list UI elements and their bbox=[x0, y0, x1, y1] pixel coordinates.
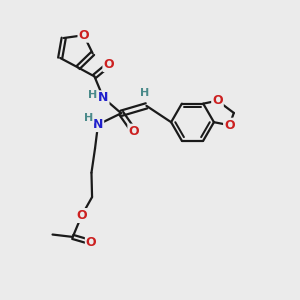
Text: N: N bbox=[93, 118, 103, 131]
Text: H: H bbox=[88, 90, 98, 100]
Text: O: O bbox=[86, 236, 97, 249]
Text: O: O bbox=[128, 124, 139, 138]
Text: O: O bbox=[79, 29, 89, 42]
Text: H: H bbox=[85, 113, 94, 123]
Text: H: H bbox=[140, 88, 150, 98]
Text: O: O bbox=[103, 58, 114, 71]
Text: O: O bbox=[76, 209, 87, 222]
Text: O: O bbox=[212, 94, 223, 107]
Text: O: O bbox=[224, 119, 235, 132]
Text: N: N bbox=[98, 91, 109, 104]
